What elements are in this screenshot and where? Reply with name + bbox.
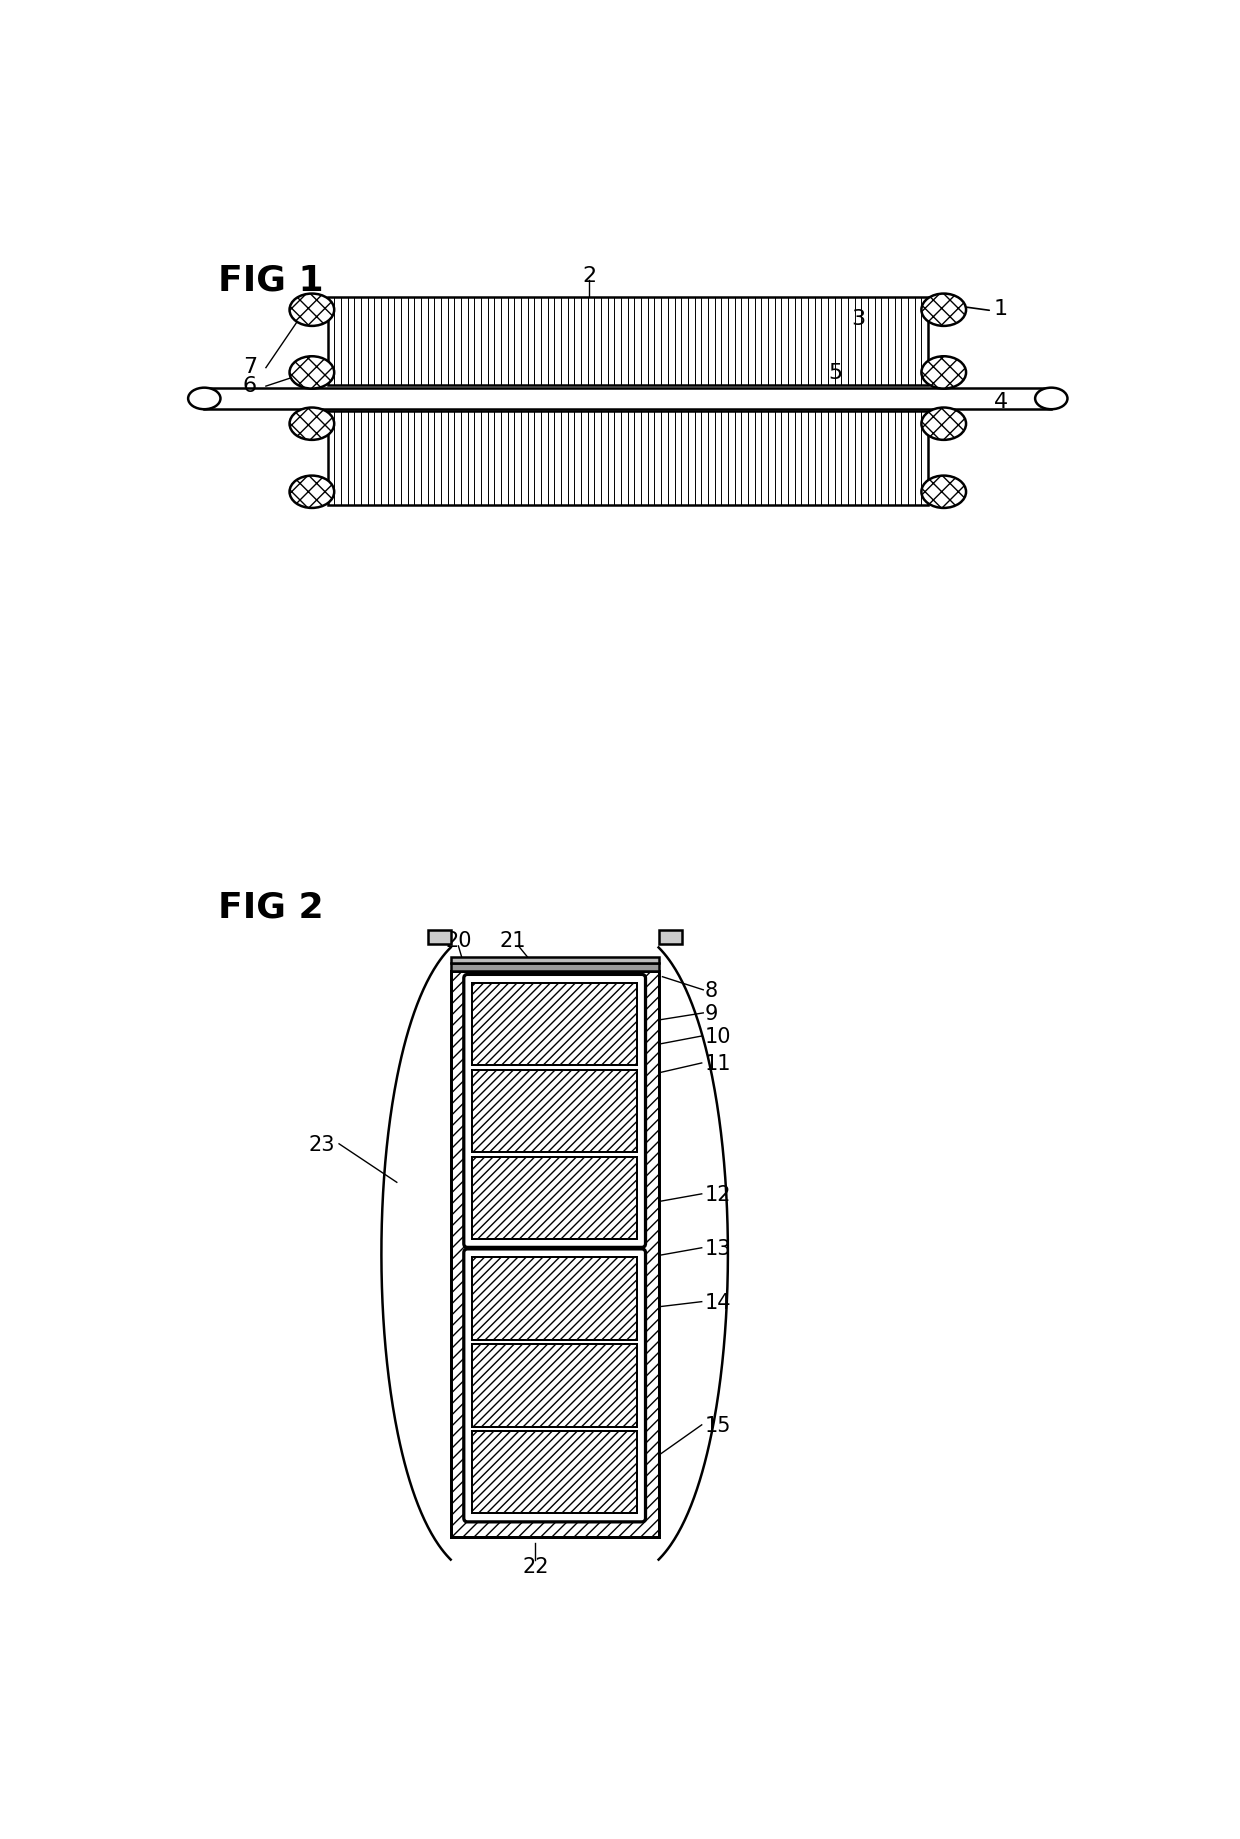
Text: 20: 20 bbox=[445, 931, 471, 951]
Bar bbox=[472, 984, 637, 1065]
Ellipse shape bbox=[289, 357, 335, 390]
Bar bbox=[466, 977, 644, 1521]
Text: 3: 3 bbox=[851, 309, 866, 329]
Ellipse shape bbox=[921, 294, 966, 327]
Polygon shape bbox=[658, 947, 728, 1559]
FancyBboxPatch shape bbox=[464, 975, 646, 1247]
Bar bbox=[327, 298, 928, 386]
Bar bbox=[450, 971, 658, 1537]
Text: 11: 11 bbox=[704, 1054, 732, 1074]
Text: 14: 14 bbox=[704, 1293, 732, 1311]
Bar bbox=[450, 956, 658, 964]
Ellipse shape bbox=[289, 294, 335, 327]
Polygon shape bbox=[382, 947, 450, 1559]
Bar bbox=[428, 931, 450, 943]
Text: 5: 5 bbox=[828, 362, 842, 383]
FancyBboxPatch shape bbox=[464, 1249, 646, 1523]
Text: FIG 1: FIG 1 bbox=[218, 263, 324, 296]
Ellipse shape bbox=[1035, 388, 1068, 410]
Bar bbox=[327, 412, 928, 506]
Text: 4: 4 bbox=[993, 392, 1008, 412]
Text: 10: 10 bbox=[704, 1026, 732, 1046]
Ellipse shape bbox=[921, 476, 966, 509]
Bar bbox=[472, 1258, 637, 1341]
Ellipse shape bbox=[289, 408, 335, 441]
Bar bbox=[472, 1070, 637, 1153]
Text: 23: 23 bbox=[309, 1135, 335, 1155]
Ellipse shape bbox=[921, 357, 966, 390]
Bar bbox=[472, 1431, 637, 1513]
Text: 8: 8 bbox=[704, 980, 718, 1000]
Ellipse shape bbox=[188, 388, 221, 410]
Text: 21: 21 bbox=[498, 931, 526, 951]
Text: 13: 13 bbox=[704, 1238, 732, 1258]
Ellipse shape bbox=[921, 408, 966, 441]
Text: 9: 9 bbox=[704, 1004, 718, 1022]
Bar bbox=[327, 298, 928, 386]
Bar bbox=[472, 1344, 637, 1427]
Text: 22: 22 bbox=[522, 1556, 548, 1576]
Text: 7: 7 bbox=[243, 357, 257, 377]
Text: FIG 2: FIG 2 bbox=[218, 890, 324, 925]
Bar bbox=[450, 964, 658, 971]
Text: 2: 2 bbox=[583, 267, 596, 287]
Text: 12: 12 bbox=[704, 1184, 732, 1205]
Bar bbox=[472, 1157, 637, 1239]
Bar bbox=[658, 931, 682, 943]
Bar bbox=[327, 412, 928, 506]
Text: 15: 15 bbox=[704, 1414, 732, 1434]
Ellipse shape bbox=[289, 476, 335, 509]
Bar bbox=[205, 388, 1052, 410]
Text: 6: 6 bbox=[243, 377, 257, 395]
Text: 1: 1 bbox=[993, 300, 1008, 320]
